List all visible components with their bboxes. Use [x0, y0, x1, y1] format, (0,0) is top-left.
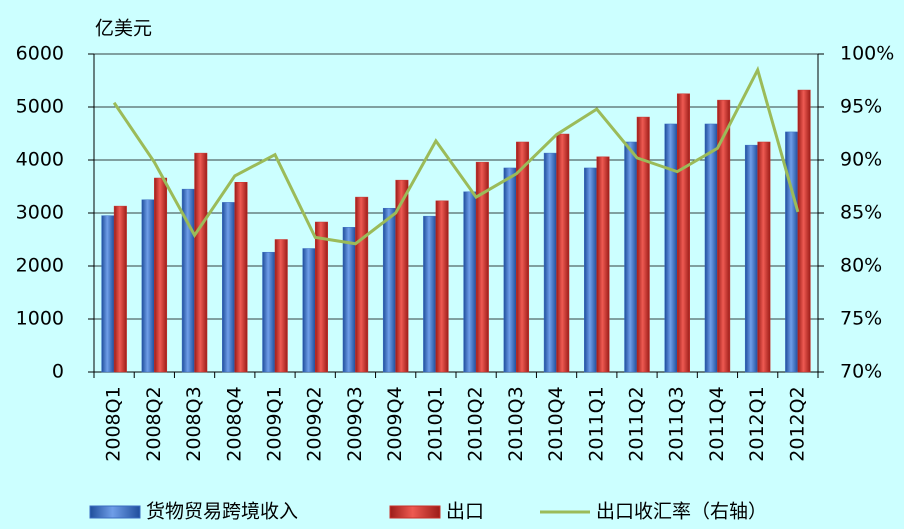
x-tick-label: 2012Q2	[786, 386, 808, 461]
x-tick-label: 2011Q3	[666, 386, 688, 461]
bar	[222, 202, 236, 373]
bar	[234, 182, 248, 373]
bar	[262, 251, 276, 373]
x-tick-label: 2010Q3	[505, 386, 527, 461]
bar	[382, 207, 396, 373]
x-tick-label: 2011Q2	[626, 386, 648, 461]
bar	[113, 205, 127, 373]
bar	[342, 227, 356, 373]
bar	[435, 200, 449, 373]
bar	[314, 221, 328, 373]
x-tick-label: 2009Q1	[264, 386, 286, 461]
bar	[141, 199, 155, 373]
x-tick-label: 2009Q2	[304, 386, 326, 461]
bar	[584, 167, 598, 373]
legend-swatch	[389, 505, 441, 519]
x-tick-label: 2008Q1	[103, 386, 125, 461]
x-tick-label: 2008Q2	[143, 386, 165, 461]
legend-label: 出口收汇率（右轴）	[596, 501, 767, 523]
y2-tick-label: 95%	[840, 96, 882, 118]
bar	[717, 99, 731, 373]
y2-tick-label: 85%	[840, 202, 882, 224]
bar	[636, 116, 650, 373]
bar	[274, 239, 288, 373]
bar	[101, 215, 115, 373]
x-tick-label: 2011Q4	[706, 386, 728, 461]
bar	[757, 141, 771, 373]
y-tick-label: 5000	[16, 96, 64, 118]
legend-label: 货物贸易跨境收入	[146, 501, 298, 523]
y2-tick-label: 90%	[840, 149, 882, 171]
x-tick-label: 2008Q3	[183, 386, 205, 461]
y2-tick-label: 75%	[840, 308, 882, 330]
bar	[664, 123, 678, 373]
y2-tick-label: 80%	[840, 255, 882, 277]
bar	[704, 123, 718, 373]
bar	[463, 191, 477, 373]
bar	[543, 152, 557, 373]
bar	[676, 93, 690, 373]
bar	[797, 89, 811, 373]
bar	[503, 167, 517, 373]
bar	[395, 179, 409, 373]
bar	[516, 141, 530, 373]
y-axis-unit: 亿美元	[95, 18, 152, 40]
x-tick-label: 2011Q1	[585, 386, 607, 461]
x-tick-label: 2010Q4	[545, 386, 567, 461]
x-tick-label: 2010Q1	[424, 386, 446, 461]
bar	[355, 196, 369, 373]
bar	[475, 161, 489, 373]
y-tick-label: 0	[52, 361, 64, 383]
legend-swatch	[89, 505, 141, 519]
bar	[154, 177, 168, 373]
y-tick-label: 4000	[16, 149, 64, 171]
y-tick-label: 1000	[16, 308, 64, 330]
bar	[785, 131, 799, 373]
y-tick-label: 3000	[16, 202, 64, 224]
line	[112, 65, 800, 246]
bar	[423, 215, 437, 373]
bar	[744, 144, 758, 373]
bar	[556, 133, 570, 373]
x-tick-label: 2012Q1	[746, 386, 768, 461]
x-tick-label: 2008Q4	[223, 386, 245, 461]
y-tick-label: 6000	[16, 43, 64, 65]
legend-label: 出口	[446, 501, 484, 523]
x-tick-label: 2009Q4	[384, 386, 406, 461]
bar	[596, 156, 610, 373]
y2-tick-label: 100%	[840, 43, 894, 65]
x-tick-label: 2009Q3	[344, 386, 366, 461]
bar	[302, 248, 316, 373]
y-tick-label: 2000	[16, 255, 64, 277]
bar	[194, 152, 208, 373]
y2-tick-label: 70%	[840, 361, 882, 383]
bar	[624, 141, 638, 373]
x-tick-label: 2010Q2	[465, 386, 487, 461]
